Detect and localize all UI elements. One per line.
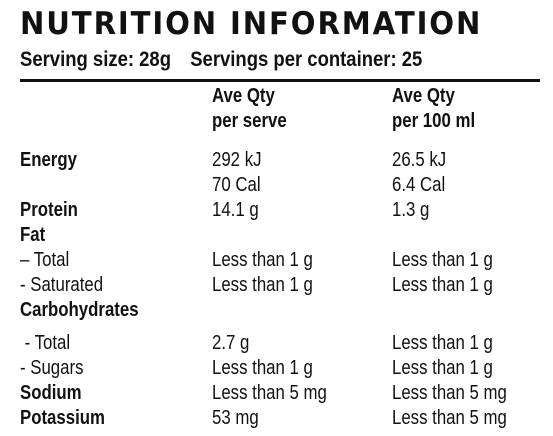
per100-value: Less than 5 mg xyxy=(392,382,507,404)
table-row-sodium: Sodium Less than 5 mg Less than 5 mg xyxy=(20,381,550,406)
nutrient-name: Fat xyxy=(20,224,46,246)
nutrient-name: Potassium xyxy=(20,407,105,429)
serve-value: Less than 1 g xyxy=(212,357,313,379)
table-row-protein: Protein 14.1 g 1.3 g xyxy=(20,198,550,223)
serve-value: 53 mg xyxy=(212,407,259,429)
table-row-fat-total: – Total Less than 1 g Less than 1 g xyxy=(20,248,550,273)
table-row-fat: Fat xyxy=(20,223,550,248)
serve-value: Less than 1 g xyxy=(212,274,313,296)
nutrient-name: Protein xyxy=(20,199,78,221)
per100-value: 6.4 Cal xyxy=(392,174,446,196)
per100-value: Less than 5 mg xyxy=(392,407,507,429)
table-row-carbohydrates: Carbohydrates xyxy=(20,298,550,323)
serve-value: Less than 5 mg xyxy=(212,382,327,404)
nutrient-name: Sodium xyxy=(20,382,82,404)
per100-value: 1.3 g xyxy=(392,199,430,221)
serving-size: Serving size: 28g xyxy=(20,48,171,71)
table-row-fat-saturated: - Saturated Less than 1 g Less than 1 g xyxy=(20,273,550,298)
table-row-energy: Energy 292 kJ 26.5 kJ xyxy=(20,148,550,173)
table-row-potassium: Potassium 53 mg Less than 5 mg xyxy=(20,406,550,431)
col-serve-subheader: per serve xyxy=(212,110,287,132)
nutrient-name: - Sugars xyxy=(20,357,84,379)
table-header-row-2: per serve per 100 ml xyxy=(20,109,550,134)
nutrient-name: - Saturated xyxy=(20,274,104,296)
serve-value: 14.1 g xyxy=(212,199,259,221)
col-serve-header: Ave Qty xyxy=(212,85,275,107)
per100-value: Less than 1 g xyxy=(392,249,493,271)
col-100ml-subheader: per 100 ml xyxy=(392,110,476,132)
header-divider xyxy=(20,79,540,82)
table-header-row-1: Ave Qty Ave Qty xyxy=(20,84,550,109)
per100-value: Less than 1 g xyxy=(392,357,493,379)
serving-info: Serving size: 28g Servings per container… xyxy=(20,46,489,74)
nutrient-name: - Total xyxy=(20,332,71,354)
table-row-energy-cal: 70 Cal 6.4 Cal xyxy=(20,173,550,198)
serve-value: Less than 1 g xyxy=(212,249,313,271)
panel-title: NUTRITION INFORMATION xyxy=(20,6,483,42)
per100-value: Less than 1 g xyxy=(392,332,493,354)
nutrient-name: Carbohydrates xyxy=(20,299,139,321)
table-row-carb-total: - Total 2.7 g Less than 1 g xyxy=(20,331,550,356)
table-row-carb-sugars: - Sugars Less than 1 g Less than 1 g xyxy=(20,356,550,381)
header-spacer xyxy=(20,134,550,148)
serve-value: 70 Cal xyxy=(212,174,261,196)
serve-value: 2.7 g xyxy=(212,332,250,354)
nutrient-name: Energy xyxy=(20,149,77,171)
nutrition-table: Ave Qty Ave Qty per serve per 100 ml Ene… xyxy=(20,84,550,431)
per100-value: Less than 1 g xyxy=(392,274,493,296)
servings-per-container: Servings per container: 25 xyxy=(190,48,423,71)
col-100ml-header: Ave Qty xyxy=(392,85,455,107)
nutrient-name: – Total xyxy=(20,249,70,271)
row-spacer xyxy=(20,323,550,331)
per100-value: 26.5 kJ xyxy=(392,149,447,171)
serve-value: 292 kJ xyxy=(212,149,262,171)
